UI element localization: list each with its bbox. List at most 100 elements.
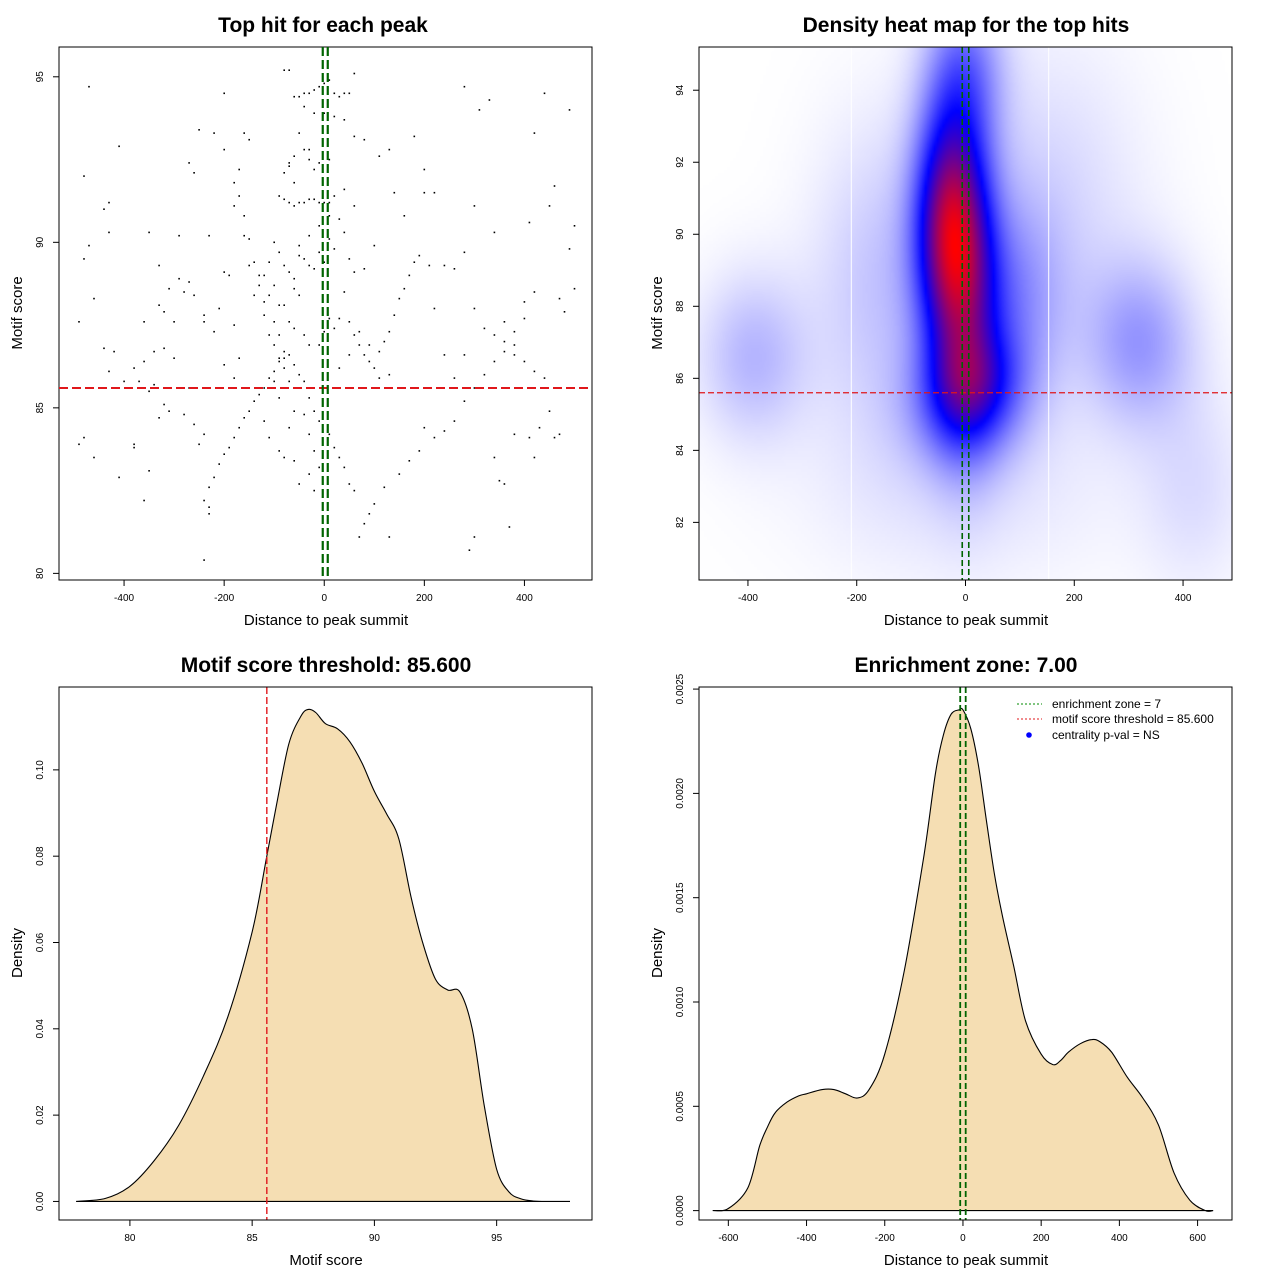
scatter-points: [78, 69, 576, 561]
heatmap-y-tick-label: 90: [675, 228, 686, 240]
scatter-point: [133, 446, 135, 449]
scatter-point: [243, 215, 245, 217]
scatter-y-tick-label: 95: [35, 71, 46, 83]
score-density-curve: [76, 708, 570, 1202]
scatter-point: [338, 456, 341, 459]
scatter-point: [228, 274, 230, 277]
scatter-point: [83, 258, 85, 260]
score-density-title: Motif score threshold: 85.600: [181, 654, 472, 677]
scatter-point: [83, 436, 85, 439]
scatter-point: [273, 344, 275, 346]
scatter-point: [288, 201, 290, 204]
distance-density-y-tick-label: 0.0000: [675, 1195, 686, 1226]
distance-density-fill: [712, 708, 1214, 1212]
scatter-point: [293, 205, 295, 207]
scatter-point: [238, 195, 240, 197]
scatter-point: [318, 466, 320, 469]
scatter-point: [223, 148, 225, 151]
scatter-point: [143, 360, 145, 363]
scatter-point: [463, 251, 466, 254]
scatter-point: [548, 410, 551, 412]
scatter-point: [208, 234, 210, 237]
scatter-point: [333, 115, 336, 118]
scatter-point: [473, 387, 476, 389]
scatter-point: [193, 294, 195, 297]
scatter-point: [283, 69, 285, 71]
scatter-point: [348, 483, 351, 485]
scatter-point: [563, 311, 566, 313]
scatter-point: [273, 370, 275, 373]
scatter-point: [503, 321, 506, 323]
scatter-point: [308, 344, 310, 346]
scatter-point: [328, 158, 331, 161]
scatter-point: [353, 334, 356, 336]
scatter-point: [483, 373, 486, 376]
scatter-point: [388, 330, 391, 333]
distance-density-x-tick-label: -400: [797, 1233, 817, 1244]
scatter-point: [308, 198, 310, 201]
distance-density-x-tick-label: 600: [1189, 1233, 1206, 1244]
scatter-x-tick-label: 200: [416, 593, 433, 604]
score-density-y-tick-label: 0.00: [35, 1191, 46, 1211]
scatter-point: [173, 357, 175, 359]
scatter-point: [248, 410, 250, 412]
scatter-title: Top hit for each peak: [218, 14, 428, 37]
heatmap-y-tick-label: 92: [675, 156, 686, 168]
scatter-point: [463, 354, 466, 356]
scatter-point: [198, 443, 200, 446]
scatter-point: [533, 132, 536, 134]
score-density-y-tick-label: 0.02: [35, 1105, 46, 1125]
scatter-point: [163, 403, 165, 406]
score-density-fill: [76, 709, 570, 1202]
scatter-point: [343, 119, 346, 121]
scatter-point: [278, 304, 280, 306]
scatter-point: [338, 218, 341, 220]
scatter-point: [148, 231, 150, 234]
scatter-point: [298, 95, 300, 98]
scatter-point: [488, 99, 491, 101]
scatter-point: [153, 350, 155, 353]
scatter-point: [88, 85, 90, 88]
scatter-point: [383, 340, 386, 343]
scatter-point: [338, 367, 341, 369]
scatter-point: [178, 277, 180, 280]
scatter-point: [288, 354, 290, 356]
scatter-y-tick-label: 85: [35, 402, 46, 414]
scatter-point: [353, 72, 356, 75]
scatter-point: [273, 241, 275, 244]
scatter-point: [328, 215, 331, 217]
scatter-point: [288, 165, 290, 167]
scatter-point: [513, 354, 516, 356]
scatter-point: [298, 132, 300, 134]
scatter-point: [238, 168, 240, 171]
distance-density-title: Enrichment zone: 7.00: [855, 654, 1078, 677]
scatter-point: [303, 258, 305, 260]
scatter-point: [78, 321, 80, 323]
distance-density-x-axis-label: Distance to peak summit: [884, 1252, 1049, 1269]
distance-density-y-tick-label: 0.0015: [675, 882, 686, 913]
scatter-point: [328, 317, 331, 320]
scatter-point: [223, 453, 225, 455]
scatter-point: [343, 466, 346, 469]
scatter-point: [373, 503, 376, 505]
scatter-y-tick-label: 80: [35, 567, 46, 579]
scatter-point: [278, 251, 280, 254]
scatter-y-tick-label: 90: [35, 236, 46, 248]
scatter-point: [523, 360, 526, 363]
scatter-point: [383, 486, 386, 489]
scatter-point: [323, 261, 325, 263]
legend-threshold-label: motif score threshold = 85.600: [1052, 712, 1214, 726]
heatmap-title: Density heat map for the top hits: [803, 14, 1130, 37]
scatter-point: [203, 321, 205, 323]
scatter-point: [483, 327, 486, 330]
scatter-point: [333, 327, 336, 330]
scatter-point: [418, 450, 421, 452]
legend-enrichment-zone-label: enrichment zone = 7: [1052, 697, 1161, 711]
scatter-point: [388, 148, 391, 151]
distance-density-y-tick-label: 0.0005: [675, 1091, 686, 1122]
heatmap-axis-ticks: -400 -200 0 200 400 82 84 86 88 90 92 94: [675, 84, 1192, 604]
scatter-point: [233, 205, 235, 207]
scatter-point: [368, 360, 371, 363]
scatter-point: [198, 129, 200, 131]
scatter-point: [318, 251, 320, 254]
